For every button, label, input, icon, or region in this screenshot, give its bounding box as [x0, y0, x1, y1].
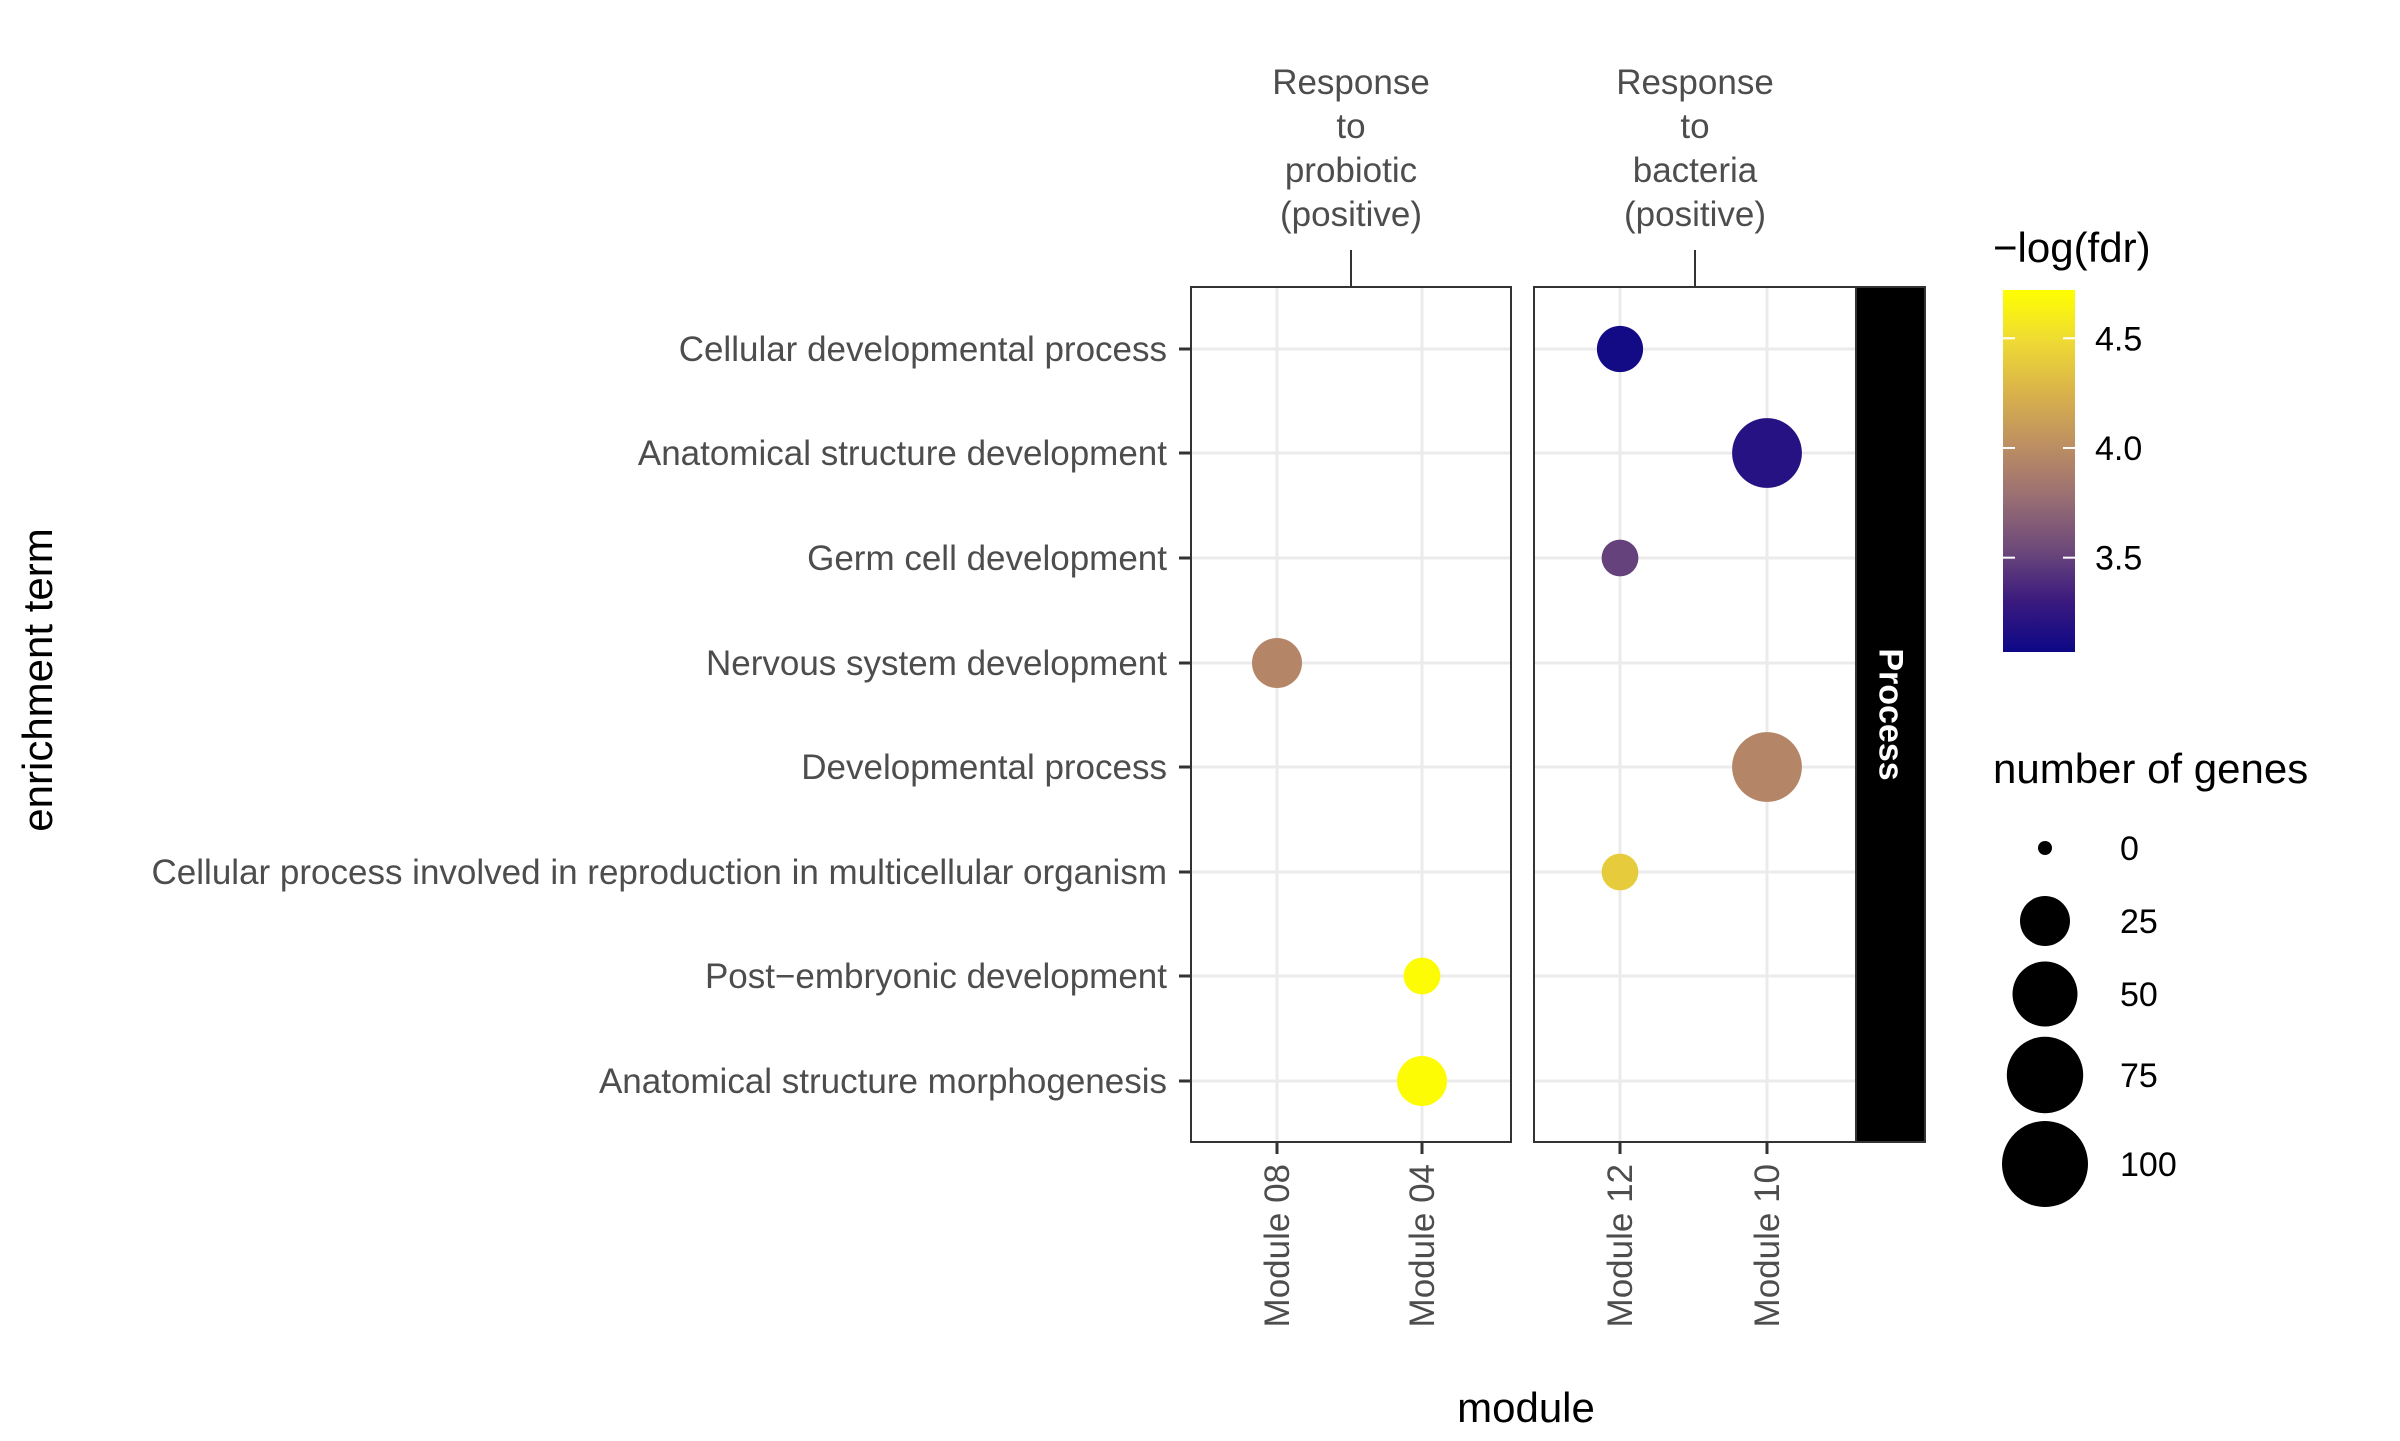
size-legend-key [2006, 1036, 2084, 1114]
color-legend-title: −log(fdr) [1993, 224, 2151, 271]
term-label-anatomical-structure-development: Anatomical structure development [638, 434, 1167, 473]
point-module-10-developmental-process [1732, 732, 1802, 802]
term-label-cellular-process-involved-in-reproduction-in-multicellular-organism: Cellular process involved in reproductio… [152, 853, 1167, 892]
size-legend-key [2038, 841, 2052, 855]
point-module-04-anatomical-structure-morphogenesis [1397, 1056, 1447, 1106]
term-label-developmental-process: Developmental process [801, 748, 1167, 787]
color-legend-tick-label: 3.5 [2095, 540, 2142, 578]
facet-strip-label: Process [1872, 648, 1910, 780]
y-axis-title: enrichment term [14, 528, 61, 831]
color-legend-tick-label: 4.5 [2095, 320, 2142, 358]
size-legend-key [2012, 961, 2078, 1027]
module-label-module-12: Module 12 [1601, 1164, 1640, 1327]
point-module-12-germ-cell-development [1601, 539, 1639, 577]
size-legend-label: 0 [2120, 830, 2139, 868]
size-legend: number of genes 0 25 50 75 100 [1993, 745, 2308, 1207]
size-legend-key [2020, 896, 2070, 946]
point-module-08-nervous-system-development [1252, 638, 1302, 688]
panels-layer: Process [1190, 286, 1926, 1143]
term-label-germ-cell-development: Germ cell development [807, 539, 1167, 578]
point-module-10-anatomical-structure-development [1732, 418, 1802, 488]
x-axis-title: module [1457, 1384, 1595, 1431]
color-legend-ticks: 3.5 4.0 4.5 [2003, 320, 2142, 578]
color-legend: −log(fdr) 3.5 4.0 4.5 [1993, 224, 2151, 652]
term-label-cellular-developmental-process: Cellular developmental process [679, 330, 1167, 369]
panel-background [1191, 287, 1511, 1142]
size-legend-label: 100 [2120, 1146, 2177, 1184]
term-label-post-embryonic-development: Post−embryonic development [705, 957, 1167, 996]
point-module-12-cellular-developmental-process [1596, 325, 1644, 373]
size-legend-key [2002, 1121, 2088, 1207]
point-module-04-post-embryonic-development [1403, 957, 1441, 995]
facet-panel-1 [1190, 286, 1512, 1143]
color-legend-bar [2003, 290, 2075, 652]
module-label-module-04: Module 04 [1403, 1164, 1442, 1327]
labels-layer: Response to probiotic (positive) Module 08 Mo… [152, 63, 1787, 1327]
panel-background [1534, 287, 1856, 1142]
point-module-12-cellular-process-involved-in-reproduction-in-multicellular-organism [1601, 853, 1639, 891]
facet-panel-2 [1533, 286, 1857, 1143]
group-label-2: Response to bacteria (positive) [1616, 63, 1774, 234]
size-legend-label: 25 [2120, 903, 2158, 941]
size-legend-label: 75 [2120, 1057, 2158, 1095]
size-legend-keys: 0 25 50 75 100 [2002, 830, 2177, 1207]
facet-strip [1855, 286, 1926, 1143]
points-layer [1252, 325, 1802, 1106]
group-label-1: Response to probiotic (positive) [1272, 63, 1430, 234]
module-label-module-08: Module 08 [1258, 1164, 1297, 1327]
term-label-anatomical-structure-morphogenesis: Anatomical structure morphogenesis [599, 1062, 1167, 1101]
module-label-module-10: Module 10 [1748, 1164, 1787, 1327]
color-legend-tick-label: 4.0 [2095, 430, 2142, 468]
term-label-nervous-system-development: Nervous system development [706, 644, 1167, 683]
size-legend-label: 50 [2120, 976, 2158, 1014]
size-legend-title: number of genes [1993, 745, 2308, 792]
